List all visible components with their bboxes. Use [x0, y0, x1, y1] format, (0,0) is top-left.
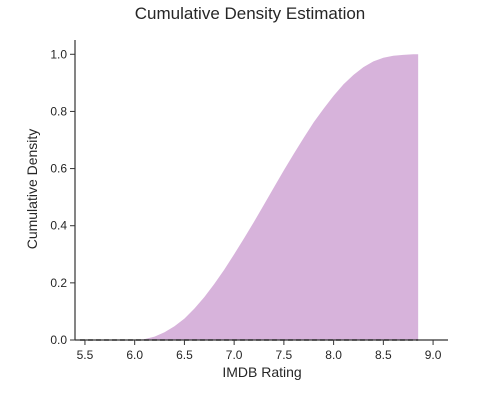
y-tick-label: 1.0	[50, 47, 67, 61]
y-axis-label: Cumulative Density	[24, 129, 40, 250]
x-tick-label: 7.0	[226, 348, 243, 362]
plot-area	[79, 54, 419, 341]
x-axis-label: IMDB Rating	[222, 364, 301, 380]
x-tick-label: 8.0	[325, 348, 342, 362]
y-tick-label: 0.4	[50, 219, 67, 233]
x-tick-label: 5.5	[77, 348, 94, 362]
chart-title: Cumulative Density Estimation	[135, 4, 366, 23]
x-tick-label: 6.5	[176, 348, 193, 362]
x-tick-label: 6.0	[126, 348, 143, 362]
y-tick-label: 0.2	[50, 276, 67, 290]
cdf-area-0	[79, 54, 419, 340]
y-tick-label: 0.6	[50, 162, 67, 176]
y-tick-label: 0.0	[50, 333, 67, 347]
x-tick-label: 7.5	[276, 348, 293, 362]
axes: 5.5 6.0 6.5 7.0 7.5 8.0 8.5 9.0 0.0 0.2 0.4 0.6 0.8 1…	[50, 40, 448, 362]
x-tick-label: 8.5	[375, 348, 392, 362]
x-tick-label: 9.0	[425, 348, 442, 362]
y-tick-label: 0.8	[50, 104, 67, 118]
